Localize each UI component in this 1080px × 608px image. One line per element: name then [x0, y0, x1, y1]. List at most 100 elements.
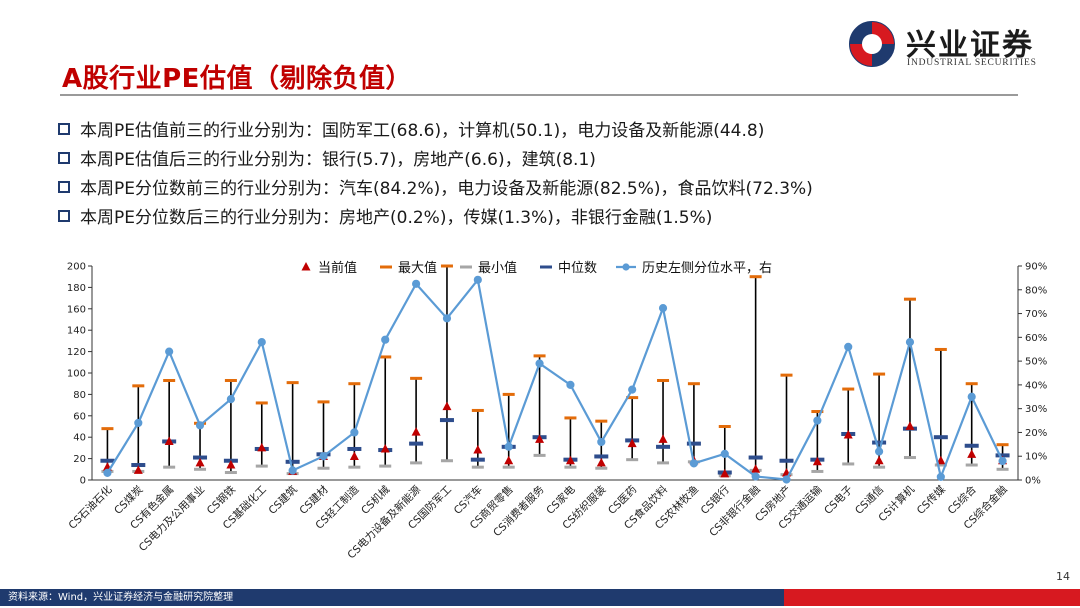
min-marker: [502, 465, 515, 469]
current-marker: [720, 468, 730, 478]
left-tick-label: 200: [67, 262, 86, 273]
current-marker: [936, 455, 946, 465]
current-marker: [380, 443, 390, 453]
percentile-point: [165, 347, 174, 356]
legend-label: 当前值: [318, 260, 357, 276]
median-marker: [933, 435, 948, 440]
percentile-point: [350, 428, 359, 437]
legend-dash-icon: [460, 265, 472, 269]
footer-bar: [0, 589, 784, 606]
max-marker: [224, 378, 237, 382]
max-marker: [687, 382, 700, 386]
title-divider: [60, 94, 1018, 96]
percentile-point: [504, 442, 513, 451]
legend-dash-icon: [380, 265, 392, 269]
median-marker: [594, 454, 609, 459]
legend-label: 最小值: [478, 260, 517, 276]
bullet-item: 本周PE估值前三的行业分别为：国防军工(68.6)，计算机(50.1)，电力设备…: [58, 114, 1038, 143]
max-marker: [348, 382, 361, 386]
max-marker: [410, 376, 423, 380]
percentile-point: [936, 472, 945, 482]
right-tick-label: 90%: [1025, 262, 1047, 273]
max-marker: [502, 392, 515, 396]
median-marker: [131, 463, 146, 468]
logo-emblem-icon: [849, 21, 895, 67]
median-marker: [872, 440, 887, 445]
median-marker: [656, 444, 671, 449]
percentile-point: [566, 380, 575, 389]
category-label: CS传媒: [914, 483, 948, 517]
legend-dash-icon: [540, 265, 552, 269]
current-marker: [535, 434, 545, 443]
min-marker: [194, 467, 207, 471]
percentile-point: [597, 437, 606, 447]
right-tick-label: 60%: [1025, 333, 1047, 344]
median-marker: [285, 459, 300, 464]
legend-label: 历史左侧分位水平，右: [642, 261, 772, 276]
min-marker: [224, 471, 237, 475]
current-marker: [627, 438, 637, 448]
percentile-point: [967, 392, 976, 401]
footer-source: 资料来源：Wind，兴业证券经济与金融研究院整理: [8, 592, 234, 603]
median-marker: [470, 457, 485, 462]
bullet-square-icon: [58, 151, 70, 164]
percentile-point: [257, 337, 266, 347]
current-marker: [658, 434, 668, 443]
max-marker: [564, 416, 577, 420]
percentile-point: [844, 342, 853, 351]
right-tick-label: 10%: [1025, 452, 1047, 463]
max-marker: [255, 401, 268, 405]
right-tick-label: 50%: [1025, 357, 1047, 368]
current-marker: [751, 464, 761, 473]
median-marker: [779, 458, 794, 463]
page-title: A股行业PE估值（剔除负值）: [62, 64, 412, 94]
percentile-point: [535, 359, 544, 368]
percentile-point: [442, 314, 452, 323]
median-marker: [347, 446, 362, 451]
percentile-point: [720, 449, 729, 458]
right-tick-label: 70%: [1025, 309, 1047, 320]
max-marker: [657, 378, 670, 382]
max-marker: [101, 427, 114, 431]
min-marker: [811, 469, 824, 473]
right-tick-label: 0%: [1025, 476, 1041, 487]
min-marker: [410, 461, 423, 465]
left-tick-label: 180: [67, 283, 86, 294]
left-tick-label: 40: [73, 433, 86, 444]
percentile-point: [998, 456, 1007, 466]
max-marker: [317, 400, 330, 404]
min-marker: [842, 462, 855, 466]
percentile-point: [689, 459, 699, 468]
current-marker: [349, 451, 359, 460]
current-marker: [195, 457, 205, 467]
max-marker: [811, 410, 824, 414]
median-marker: [409, 441, 424, 446]
left-tick-label: 140: [67, 326, 86, 337]
min-marker: [996, 467, 1009, 471]
left-tick-label: 160: [67, 304, 86, 315]
percentile-point: [288, 466, 297, 475]
current-marker: [812, 456, 822, 466]
current-marker: [565, 455, 575, 465]
max-marker: [996, 443, 1009, 447]
percentile-point: [905, 337, 915, 347]
min-marker: [471, 465, 484, 469]
left-tick-label: 60: [73, 411, 86, 422]
min-marker: [934, 463, 947, 467]
max-marker: [286, 381, 299, 385]
company-logo: 兴业证券 INDUSTRIAL SECURITIES: [848, 20, 1063, 74]
max-marker: [718, 425, 731, 428]
max-marker: [842, 387, 855, 391]
max-marker: [440, 264, 453, 268]
bullet-text: 本周PE估值后三的行业分别为：银行(5.7)，房地产(6.6)，建筑(8.1): [80, 150, 596, 170]
current-marker: [442, 401, 452, 411]
category-label: CS建筑: [266, 483, 300, 517]
min-marker: [965, 463, 978, 467]
bullet-text: 本周PE分位数前三的行业分别为：汽车(84.2%)，电力设备及新能源(82.5%…: [80, 179, 813, 199]
median-marker: [193, 455, 208, 460]
right-tick-label: 30%: [1025, 404, 1047, 415]
legend-point-icon: [622, 263, 630, 271]
min-marker: [595, 466, 608, 470]
max-marker: [471, 408, 484, 412]
current-marker: [905, 421, 915, 430]
